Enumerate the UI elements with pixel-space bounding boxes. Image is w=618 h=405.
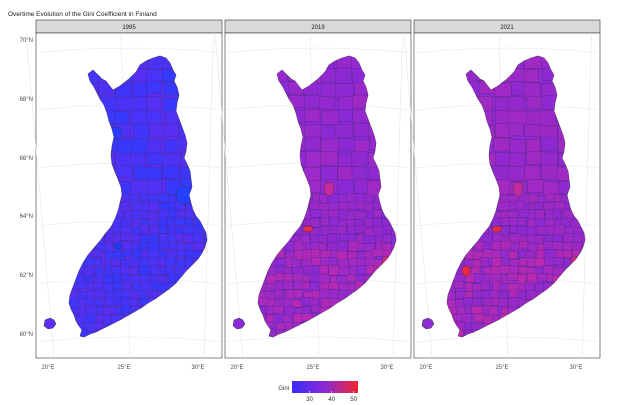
x-tick-label: 25°E [306, 365, 319, 371]
legend-title: Gini [278, 386, 289, 392]
x-tick-label: 20°E [419, 365, 432, 371]
panel-strip-label: 1995 [122, 25, 136, 31]
y-tick-label: 70°N [20, 38, 33, 44]
y-tick-label: 64°N [20, 214, 33, 220]
legend-colorbar [292, 381, 358, 393]
y-tick-label: 60°N [20, 332, 33, 338]
map-panel-2019: 2019 [214, 19, 412, 359]
gini-legend: Gini 30 40 50 [278, 381, 358, 403]
x-tick-label: 20°E [230, 365, 243, 371]
panel-strip-label: 2021 [500, 25, 514, 31]
legend-tick-label: 40 [328, 397, 335, 403]
y-tick-label: 68°N [20, 97, 33, 103]
x-tick-label: 30°E [191, 365, 204, 371]
aland-islands [43, 317, 57, 330]
x-tick-label: 20°E [41, 365, 54, 371]
legend-tick-label: 30 [306, 397, 313, 403]
x-tick-label: 25°E [495, 365, 508, 371]
x-tick-label: 30°E [380, 365, 393, 371]
figure-title: Overtime Evolution of the Gini Coefficie… [8, 11, 157, 18]
map-panel-1995: 1995 [25, 19, 223, 359]
x-tick-label: 25°E [117, 365, 130, 371]
y-tick-label: 62°N [20, 273, 33, 279]
x-tick-label: 30°E [569, 365, 582, 371]
map-panel-2021: 2021 [403, 19, 601, 359]
aland-islands [421, 317, 435, 330]
panel-strip-label: 2019 [311, 25, 325, 31]
aland-islands [232, 317, 246, 330]
y-tick-label: 66°N [20, 156, 33, 162]
legend-tick-label: 50 [350, 397, 357, 403]
